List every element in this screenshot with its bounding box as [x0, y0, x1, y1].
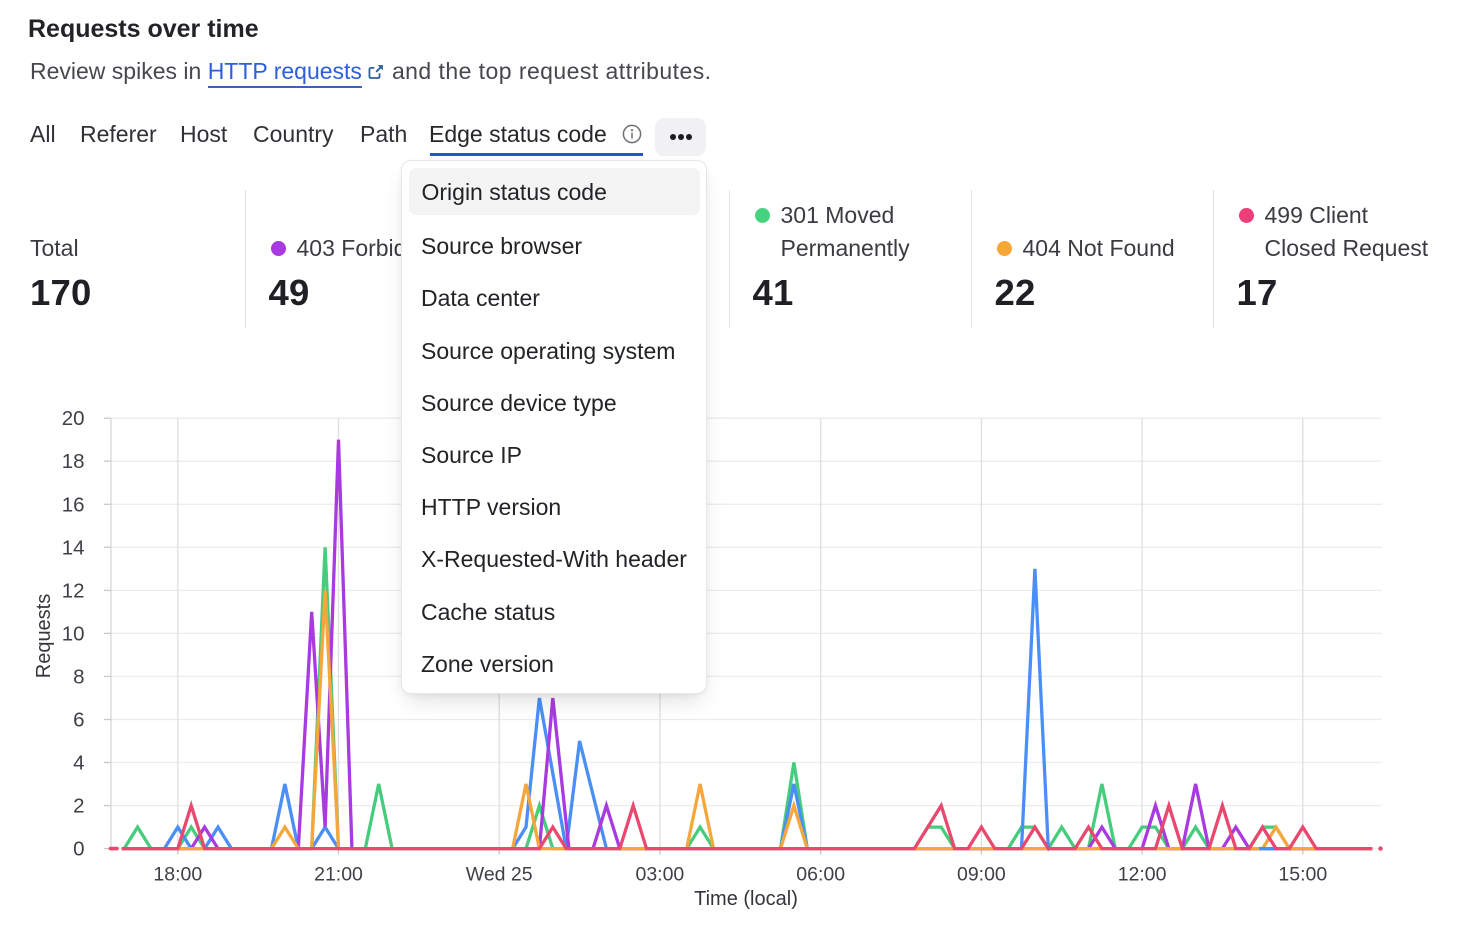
svg-text:06:00: 06:00: [796, 864, 845, 886]
svg-text:09:00: 09:00: [957, 864, 1006, 886]
svg-text:Requests: Requests: [33, 594, 55, 679]
svg-text:4: 4: [73, 752, 84, 775]
svg-text:14: 14: [62, 536, 85, 559]
svg-text:Time (local): Time (local): [694, 888, 798, 910]
svg-text:8: 8: [73, 665, 84, 688]
svg-text:16: 16: [62, 493, 85, 516]
svg-text:20: 20: [62, 407, 85, 430]
svg-text:Wed 25: Wed 25: [466, 864, 533, 886]
svg-text:2: 2: [73, 795, 84, 818]
svg-text:0: 0: [73, 838, 84, 861]
svg-text:15:00: 15:00: [1278, 864, 1327, 886]
svg-text:18: 18: [62, 450, 85, 473]
svg-text:6: 6: [73, 709, 84, 732]
svg-text:03:00: 03:00: [635, 864, 684, 886]
svg-text:12:00: 12:00: [1118, 864, 1167, 886]
svg-text:12: 12: [62, 579, 85, 602]
svg-text:21:00: 21:00: [314, 864, 363, 886]
svg-text:10: 10: [62, 622, 85, 645]
svg-text:18:00: 18:00: [153, 864, 202, 886]
